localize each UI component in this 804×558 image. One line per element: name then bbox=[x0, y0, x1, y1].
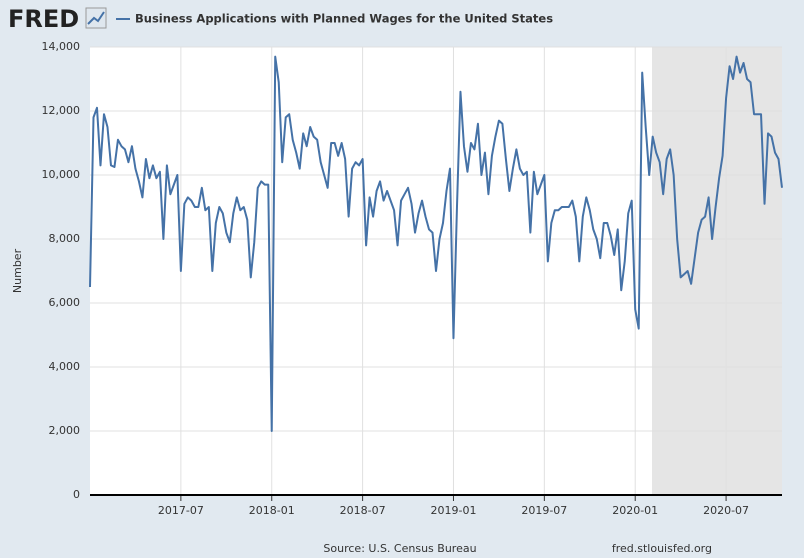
x-tick-label: 2019-01 bbox=[430, 504, 476, 517]
y-tick-label: 8,000 bbox=[49, 232, 81, 245]
y-tick-label: 14,000 bbox=[42, 40, 81, 53]
logo-icon-line bbox=[87, 11, 105, 25]
site: fred.stlouisfed.org bbox=[612, 542, 712, 555]
y-tick-label: 2,000 bbox=[49, 424, 81, 437]
series-line bbox=[89, 55, 783, 432]
logo: FRED bbox=[8, 5, 79, 33]
logo-icon bbox=[85, 7, 107, 29]
y-tick-label: 12,000 bbox=[42, 104, 81, 117]
chart-title: Business Applications with Planned Wages… bbox=[135, 12, 553, 26]
x-tick-label: 2019-07 bbox=[521, 504, 567, 517]
x-tick-label: 2017-07 bbox=[158, 504, 204, 517]
y-tick-label: 10,000 bbox=[42, 168, 81, 181]
x-tick-label: 2020-01 bbox=[612, 504, 658, 517]
y-tick-label: 4,000 bbox=[49, 360, 81, 373]
x-tick-label: 2018-01 bbox=[249, 504, 295, 517]
y-tick-label: 6,000 bbox=[49, 296, 81, 309]
y-axis-label: Number bbox=[11, 248, 24, 293]
recession-shading bbox=[652, 47, 782, 495]
y-tick-label: 0 bbox=[73, 488, 80, 501]
x-tick-label: 2018-07 bbox=[340, 504, 386, 517]
x-tick-label: 2020-07 bbox=[703, 504, 749, 517]
source: Source: U.S. Census Bureau bbox=[323, 542, 476, 555]
